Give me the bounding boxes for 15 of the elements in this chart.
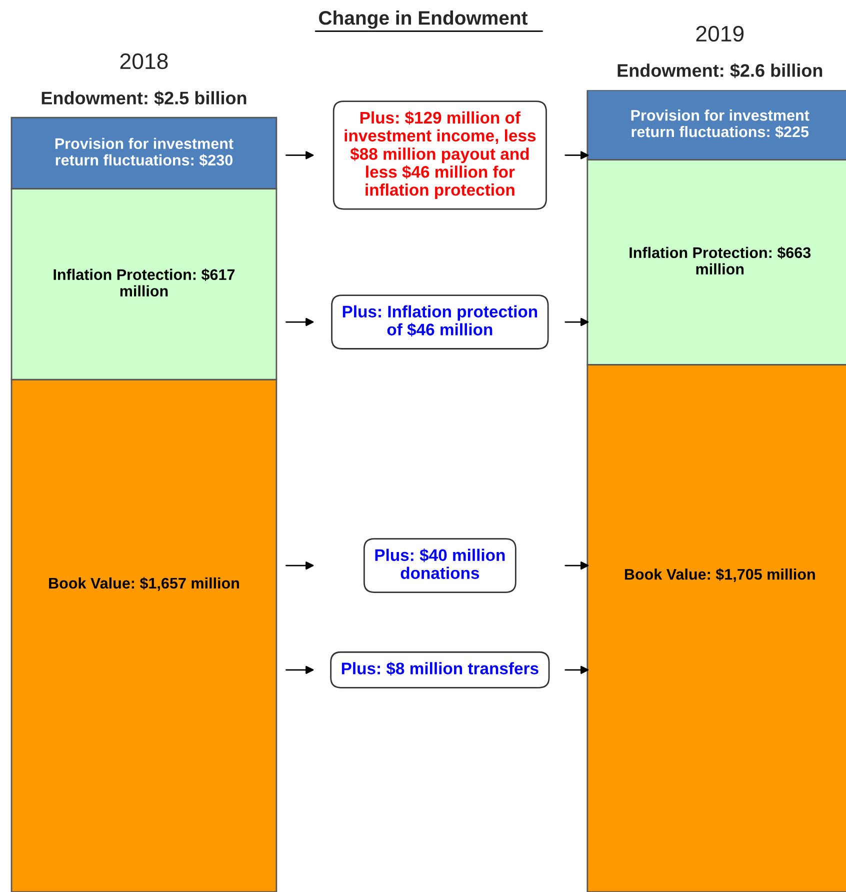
- data-label: Inflation Protection: $617 million: [54, 268, 235, 296]
- annotation: Plus: Inflation protection of $46 million: [342, 305, 538, 337]
- data-label: Inflation Protection: $663 million: [630, 246, 811, 275]
- chart-title: Change in Endowment: [319, 10, 528, 29]
- annotation: Plus: $40 million donations: [375, 548, 505, 579]
- data-label: Provision for investment return fluctuations: $230: [55, 138, 234, 166]
- data-label: Provision for investment return fluctuations: $225: [631, 110, 810, 138]
- total-label: Endowment: $2.6 billion: [618, 63, 822, 78]
- data-label: Book Value: $1,705 million: [624, 568, 815, 582]
- data-label: Book Value: $1,657 million: [49, 577, 239, 591]
- annotation: Plus: $8 million transfers: [342, 662, 538, 676]
- x-tick-label: 2019: [696, 26, 744, 42]
- x-tick-label: 2018: [120, 53, 168, 70]
- total-label: Endowment: $2.5 billion: [42, 90, 246, 106]
- annotation: Plus: $129 million of investment income, less $88 million payout and less $46 million for inflation protection: [344, 111, 536, 200]
